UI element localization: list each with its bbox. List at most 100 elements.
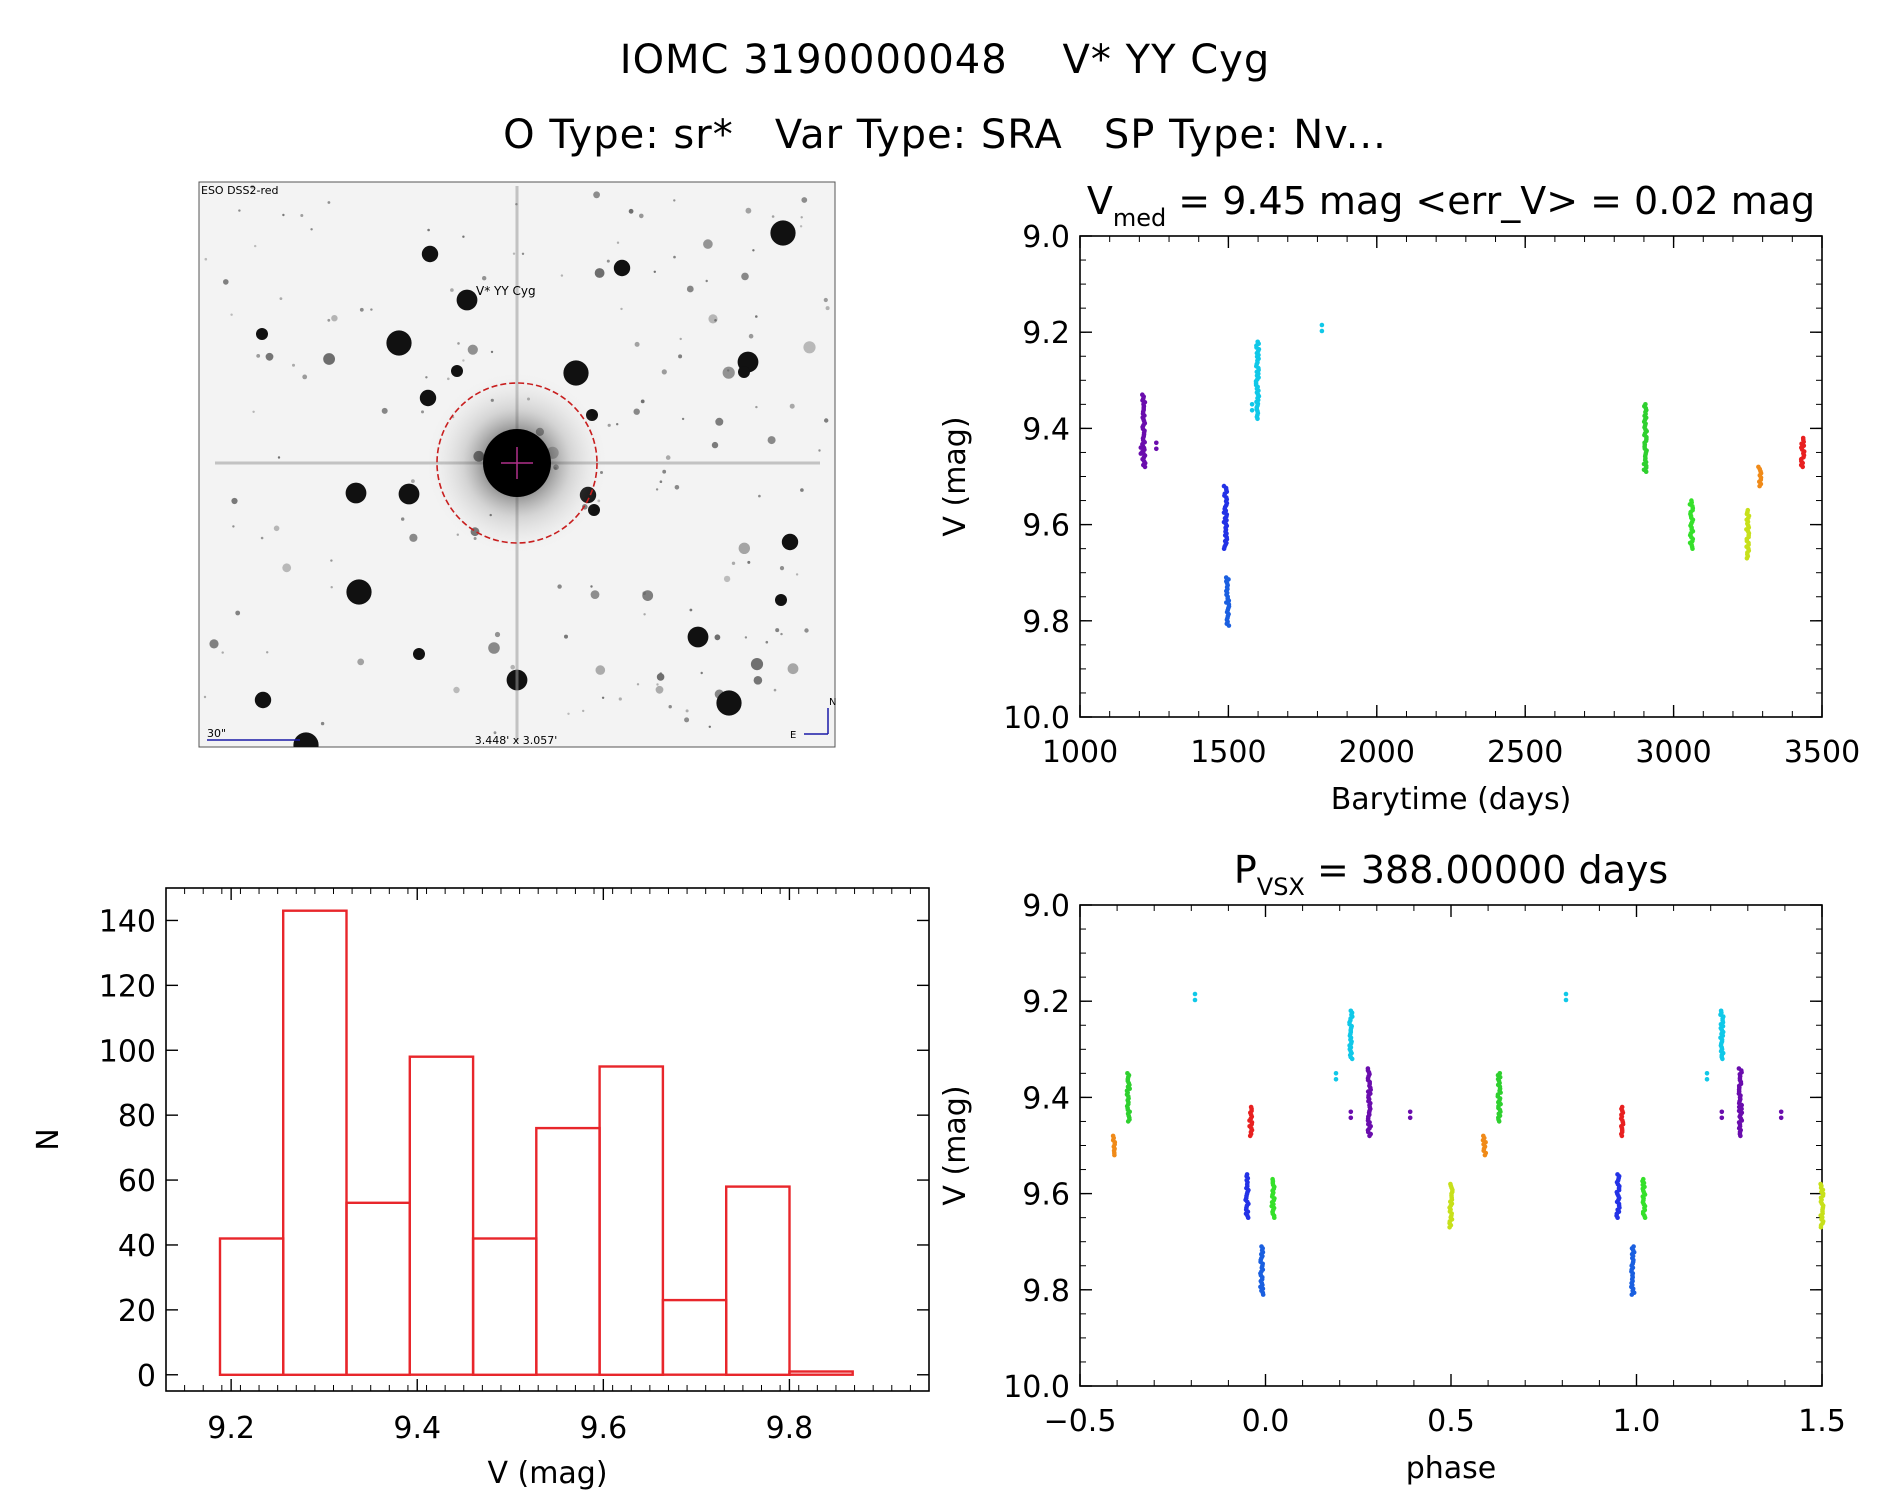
data-point <box>1245 1215 1251 1220</box>
data-point <box>1272 1215 1277 1220</box>
star <box>381 407 388 414</box>
star <box>453 686 460 694</box>
star <box>204 257 208 261</box>
y-tick-label: 10.0 <box>1003 1370 1070 1405</box>
x-tick-label: 9.2 <box>207 1411 255 1446</box>
star <box>595 665 606 675</box>
star <box>401 517 405 521</box>
star <box>738 542 750 554</box>
star <box>593 191 600 199</box>
finder-survey-label: ESO DSS2-red <box>201 184 279 197</box>
data-point <box>1142 464 1148 470</box>
data-point <box>1333 1077 1339 1082</box>
star <box>800 216 803 219</box>
finder-fov-label: 3.448' x 3.057' <box>475 734 558 747</box>
bright-star <box>716 690 742 716</box>
star <box>639 213 644 219</box>
data-point <box>1407 1115 1413 1121</box>
histogram-bar <box>725 1185 791 1376</box>
star <box>779 566 785 571</box>
star <box>705 279 708 283</box>
star <box>748 333 754 339</box>
data-point <box>1738 1133 1743 1139</box>
y-tick-label: 140 <box>99 904 156 939</box>
star <box>450 288 454 292</box>
star <box>655 488 659 491</box>
star <box>673 199 676 202</box>
bright-star <box>254 691 272 709</box>
x-tick-label: 3500 <box>1784 735 1860 770</box>
star <box>462 235 465 238</box>
star <box>656 683 659 686</box>
star <box>462 359 465 362</box>
data-point <box>1690 546 1695 551</box>
y-tick-label: 9.6 <box>1022 1178 1070 1213</box>
bright-star <box>293 732 319 747</box>
star <box>642 591 646 595</box>
data-point <box>1138 451 1144 456</box>
star <box>493 731 497 735</box>
bright-star <box>398 483 420 505</box>
histogram-bar <box>282 909 348 1377</box>
data-point <box>1367 1133 1372 1139</box>
star <box>662 469 667 474</box>
data-point <box>1818 1225 1824 1230</box>
bright-star <box>738 366 750 378</box>
finder-chart: ESO DSS2-red V* YY Cyg 30" 3.448' x 3.05… <box>198 181 836 748</box>
star <box>488 642 500 654</box>
data-point <box>1221 546 1227 551</box>
star <box>747 560 751 564</box>
star <box>302 374 308 380</box>
compass-icon <box>804 708 829 735</box>
x-tick-label: 1.5 <box>1798 1404 1846 1439</box>
star <box>659 480 663 484</box>
star <box>679 337 682 341</box>
data-point <box>1249 408 1255 413</box>
star <box>238 209 241 212</box>
star <box>750 658 764 671</box>
lightcurve-plot: 1000 1500 2000 2500 3000 3500 9.0 9.2 9.4 9.6 9.8 1… <box>938 179 1860 817</box>
data-point <box>1319 328 1325 334</box>
y-tick-label: 10.0 <box>1003 701 1070 736</box>
star <box>765 640 769 644</box>
star <box>223 279 229 285</box>
x-tick-label: 2000 <box>1339 735 1415 770</box>
star <box>714 634 721 641</box>
star <box>310 228 313 231</box>
data-point <box>1496 1119 1502 1124</box>
star <box>755 405 758 409</box>
data-point <box>1744 556 1750 561</box>
title-rest: = 9.45 mag <err_V> = 0.02 mag <box>1166 179 1815 223</box>
x-tick-label: 9.6 <box>579 1411 627 1446</box>
star <box>758 494 761 498</box>
data-point <box>1348 1109 1354 1115</box>
data-point <box>1348 1115 1354 1121</box>
star <box>678 354 683 359</box>
x-axis-label: phase <box>1406 1451 1497 1486</box>
star <box>254 244 257 248</box>
star <box>674 485 680 490</box>
x-tick-label: 0.5 <box>1427 1404 1475 1439</box>
star <box>221 651 224 654</box>
star <box>564 634 568 639</box>
x-axis-label: V (mag) <box>487 1456 607 1491</box>
star <box>292 363 295 367</box>
star <box>323 353 335 365</box>
star <box>409 533 418 542</box>
star <box>616 423 619 426</box>
star <box>801 197 808 203</box>
star <box>800 488 804 492</box>
star <box>708 725 711 728</box>
star <box>799 225 803 228</box>
bright-star <box>256 328 268 340</box>
y-tick-label: 60 <box>118 1164 156 1199</box>
data-point <box>1720 1056 1725 1062</box>
page-subtitle: O Type: sr* Var Type: SRA SP Type: Nv... <box>503 112 1387 158</box>
y-tick-label: 9.4 <box>1022 412 1070 447</box>
star <box>681 417 685 421</box>
x-tick-label: 2500 <box>1487 735 1563 770</box>
star <box>330 559 333 562</box>
bright-star <box>613 259 631 277</box>
data-point <box>1778 1109 1784 1115</box>
star <box>209 639 219 649</box>
